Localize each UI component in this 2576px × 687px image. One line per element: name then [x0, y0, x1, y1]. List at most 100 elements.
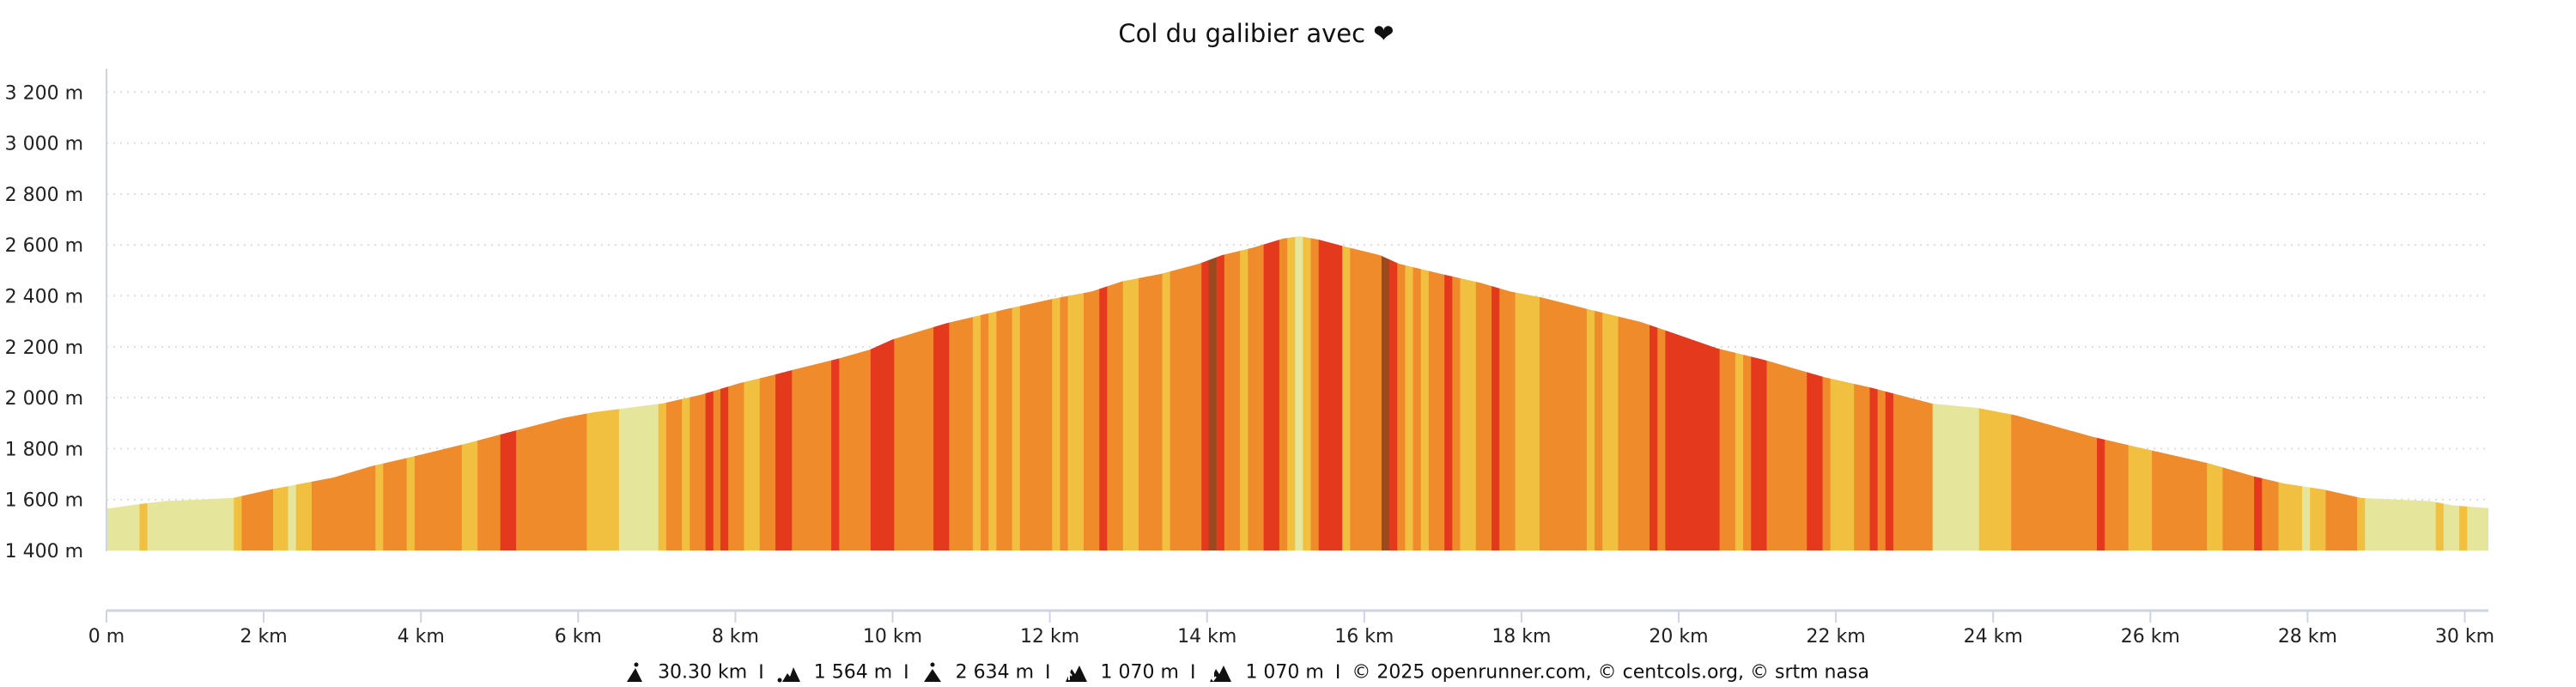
slope-band [288, 236, 297, 550]
slope-band [658, 236, 667, 550]
slope-bands [106, 236, 2488, 550]
slope-band [792, 236, 832, 550]
slope-band [414, 236, 463, 550]
slope-band [1751, 236, 1768, 550]
slope-band [1460, 236, 1477, 550]
separator: I [1334, 661, 1341, 684]
slope-band [2011, 236, 2098, 550]
slope-band [1342, 236, 1351, 550]
slope-band [383, 236, 408, 550]
slope-band [1413, 236, 1422, 550]
slope-band [1978, 236, 2012, 550]
slope-band [1318, 236, 1343, 550]
descent-value: 1 070 m [1245, 661, 1324, 684]
separator: I [1189, 661, 1196, 684]
slope-band [1295, 236, 1303, 550]
x-tick-label: 6 km [555, 626, 602, 647]
slope-band [1665, 236, 1721, 550]
slope-band [744, 236, 761, 550]
y-tick-label: 3 000 m [5, 134, 83, 155]
slope-band [2310, 236, 2327, 550]
x-tick-label: 24 km [1964, 626, 2023, 647]
slope-band [375, 236, 384, 550]
slope-band [1766, 236, 1807, 550]
slope-band [1830, 236, 1855, 550]
slope-band [1240, 236, 1249, 550]
y-tick-label: 2 800 m [5, 185, 83, 206]
x-tick-label: 8 km [712, 626, 759, 647]
slope-band [1893, 236, 1934, 550]
slope-band [988, 236, 997, 550]
slope-band [461, 236, 478, 550]
descent-icon [1210, 666, 1232, 682]
slope-band [1019, 236, 1053, 550]
slope-band [1224, 236, 1241, 550]
slope-band [1170, 236, 1202, 550]
slope-band [1735, 236, 1744, 550]
y-tick-label: 2 600 m [5, 235, 83, 257]
slope-band [1932, 236, 1980, 550]
credits: © 2025 openrunner.com, © centcols.org, ©… [1352, 661, 1869, 684]
slope-band [933, 236, 951, 550]
slope-band [241, 236, 274, 550]
slope-band [981, 236, 989, 550]
slope-band [1854, 236, 1871, 550]
slope-band [720, 236, 729, 550]
slope-band [2301, 236, 2311, 550]
slope-band [1743, 236, 1752, 550]
separator: I [903, 661, 909, 684]
slope-band [1201, 236, 1210, 550]
separator: I [758, 661, 764, 684]
separator: I [1045, 661, 1051, 684]
slope-band [1216, 236, 1225, 550]
x-tick-label: 16 km [1334, 626, 1394, 647]
slope-band [234, 236, 243, 550]
slope-band [1067, 236, 1084, 550]
slope-band [1122, 236, 1139, 550]
x-axis-ticks: 0 m 2 km 4 km 6 km 8 km 10 km 12 km 14 km 16 km 1… [88, 611, 2494, 647]
x-tick-label: 12 km [1020, 626, 1079, 647]
slope-band [1475, 236, 1492, 550]
slope-band [2278, 236, 2303, 550]
slope-band [1083, 236, 1100, 550]
y-tick-label: 2 200 m [5, 337, 83, 359]
slope-band [1586, 236, 1595, 550]
slope-band [1602, 236, 1619, 550]
slope-band [690, 236, 707, 550]
slope-band [586, 236, 620, 550]
slope-band [500, 236, 517, 550]
x-tick-label: 28 km [2278, 626, 2337, 647]
slope-band [775, 236, 793, 550]
slope-band [295, 236, 313, 550]
slope-band [1499, 236, 1516, 550]
slope-band [1877, 236, 1886, 550]
slope-band [759, 236, 776, 550]
y-tick-label: 2 000 m [5, 388, 83, 410]
min-altitude-value: 1 564 m [813, 661, 893, 684]
slope-band [1099, 236, 1109, 550]
slope-band [1885, 236, 1894, 550]
x-tick-label: 10 km [863, 626, 922, 647]
slope-band [2357, 236, 2366, 550]
ascent-icon [1065, 666, 1087, 682]
slope-band [1405, 236, 1414, 550]
slope-band [1310, 236, 1320, 550]
slope-band [1052, 236, 1061, 550]
y-tick-label: 1 800 m [5, 439, 83, 460]
ascent-value: 1 070 m [1100, 661, 1179, 684]
slope-band [705, 236, 714, 550]
slope-band [2105, 236, 2129, 550]
slope-band [1248, 236, 1265, 550]
slope-band [406, 236, 416, 550]
slope-band [1428, 236, 1445, 550]
slope-band [147, 236, 234, 550]
slope-band [1444, 236, 1453, 550]
slope-band [894, 236, 934, 550]
y-tick-label: 1 600 m [5, 490, 83, 512]
slope-band [1381, 236, 1390, 550]
x-tick-label: 20 km [1649, 626, 1708, 647]
slope-band [996, 236, 1013, 550]
slope-band [477, 236, 501, 550]
x-tick-label: 18 km [1492, 626, 1551, 647]
slope-band [1139, 236, 1163, 550]
